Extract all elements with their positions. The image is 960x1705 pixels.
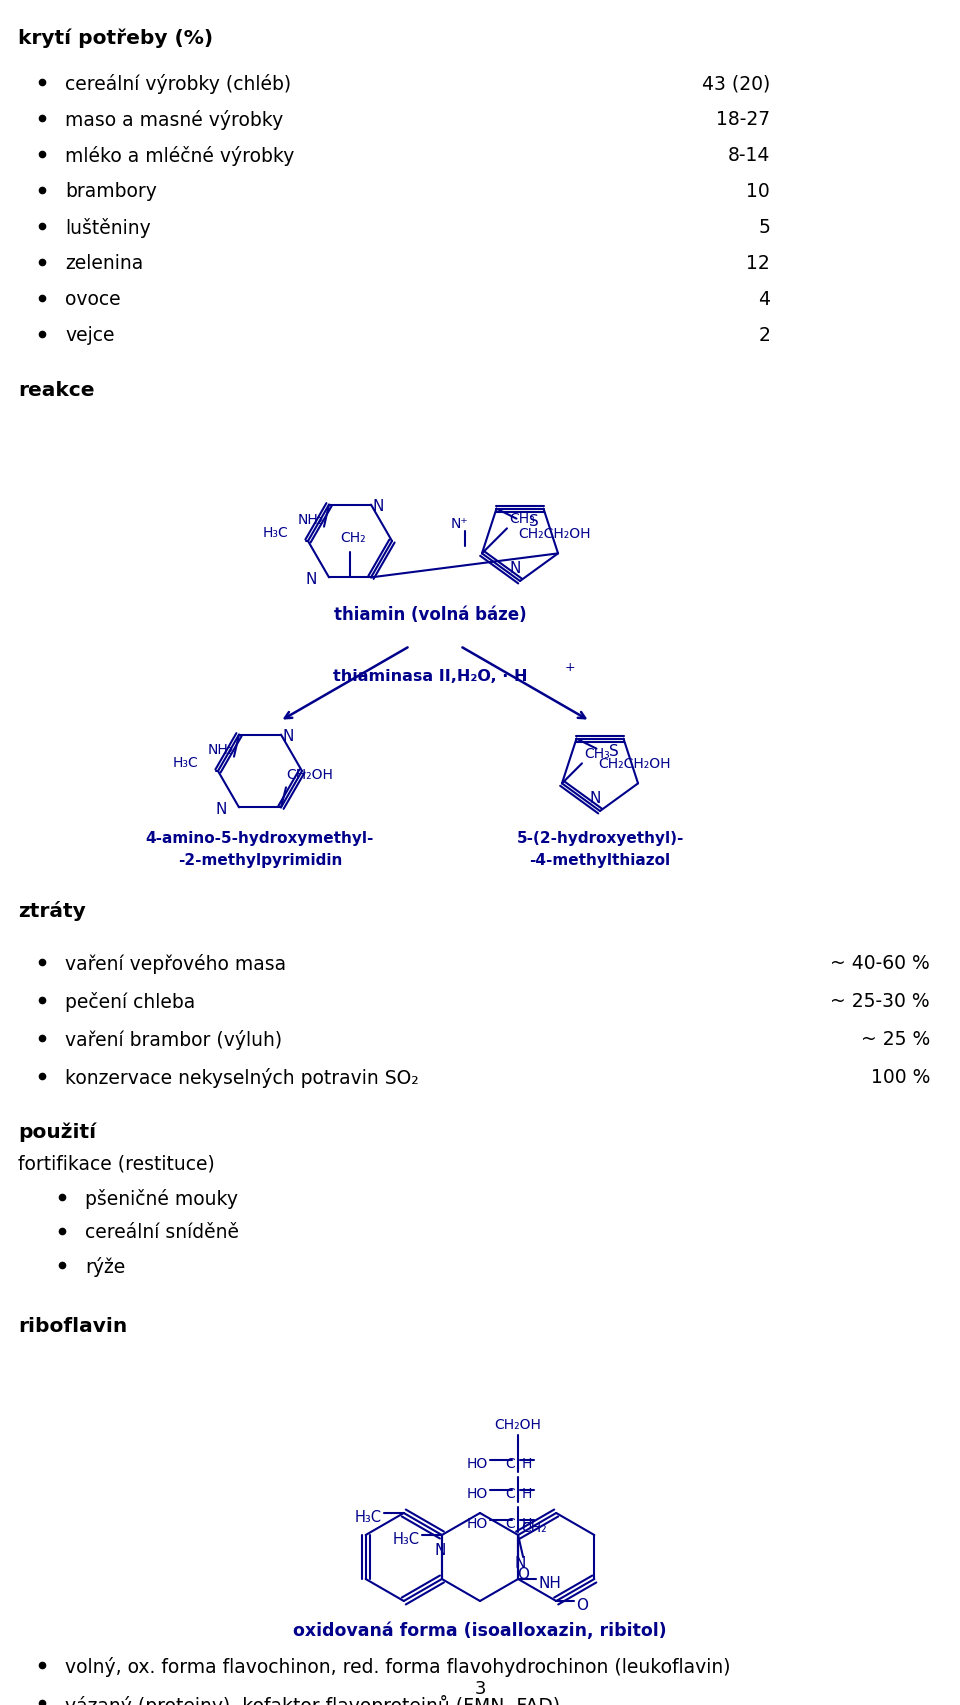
Text: 100 %: 100 % <box>871 1067 930 1088</box>
Text: S: S <box>609 743 618 759</box>
Text: ~ 25 %: ~ 25 % <box>861 1030 930 1049</box>
Text: N: N <box>510 561 520 576</box>
Text: mléko a mléčné výrobky: mléko a mléčné výrobky <box>65 147 295 165</box>
Text: brambory: brambory <box>65 182 156 201</box>
Text: vejce: vejce <box>65 326 114 344</box>
Text: vaření brambor (výluh): vaření brambor (výluh) <box>65 1030 282 1050</box>
Text: CH₂OH: CH₂OH <box>494 1419 541 1432</box>
Text: fortifikace (restituce): fortifikace (restituce) <box>18 1154 215 1175</box>
Text: CH₂: CH₂ <box>521 1521 547 1535</box>
Text: 2: 2 <box>758 326 770 344</box>
Text: 4-amino-5-hydroxymethyl-: 4-amino-5-hydroxymethyl- <box>146 830 374 846</box>
Text: ovoce: ovoce <box>65 290 121 309</box>
Text: N: N <box>283 730 295 743</box>
Text: CH₃: CH₃ <box>509 513 535 527</box>
Text: pšeničné mouky: pšeničné mouky <box>85 1188 238 1209</box>
Text: thiamin (volná báze): thiamin (volná báze) <box>334 605 526 624</box>
Text: -2-methylpyrimidin: -2-methylpyrimidin <box>178 852 342 868</box>
Text: 12: 12 <box>746 254 770 273</box>
Text: N: N <box>434 1543 445 1558</box>
Text: S: S <box>529 513 539 529</box>
Text: NH: NH <box>539 1575 561 1591</box>
Text: 43 (20): 43 (20) <box>702 73 770 94</box>
Text: pečení chleba: pečení chleba <box>65 992 195 1013</box>
Text: reakce: reakce <box>18 380 94 401</box>
Text: H₃C: H₃C <box>173 755 199 771</box>
Text: thiaminasa II,H₂O, · H: thiaminasa II,H₂O, · H <box>333 668 527 684</box>
Text: N: N <box>216 801 227 817</box>
Text: maso a masné výrobky: maso a masné výrobky <box>65 111 283 130</box>
Text: H₃C: H₃C <box>263 527 289 540</box>
Text: HO: HO <box>467 1516 488 1531</box>
Text: luštěniny: luštěniny <box>65 218 151 239</box>
Text: N: N <box>589 791 601 806</box>
Text: 4: 4 <box>758 290 770 309</box>
Text: rýže: rýže <box>85 1257 125 1277</box>
Text: oxidovaná forma (isoalloxazin, ribitol): oxidovaná forma (isoalloxazin, ribitol) <box>293 1621 667 1640</box>
Text: 5: 5 <box>758 218 770 237</box>
Text: N: N <box>305 571 317 587</box>
Text: CH₂OH: CH₂OH <box>286 769 333 783</box>
Text: 5-(2-hydroxyethyl)-: 5-(2-hydroxyethyl)- <box>516 830 684 846</box>
Text: NH₂: NH₂ <box>207 743 234 757</box>
Text: konzervace nekyselných potravin SO₂: konzervace nekyselných potravin SO₂ <box>65 1067 419 1088</box>
Text: 8-14: 8-14 <box>728 147 770 165</box>
Text: 18-27: 18-27 <box>716 111 770 130</box>
Text: ~ 25-30 %: ~ 25-30 % <box>830 992 930 1011</box>
Text: HO: HO <box>467 1487 488 1500</box>
Text: O: O <box>517 1567 529 1582</box>
Text: NH₂: NH₂ <box>298 513 324 527</box>
Text: C: C <box>505 1516 516 1531</box>
Text: CH₂: CH₂ <box>340 532 366 546</box>
Text: riboflavin: riboflavin <box>18 1316 128 1337</box>
Text: H₃C: H₃C <box>393 1531 420 1546</box>
Text: ztráty: ztráty <box>18 900 85 921</box>
Text: 3: 3 <box>474 1679 486 1698</box>
Text: O: O <box>576 1598 588 1613</box>
Text: C: C <box>505 1487 516 1500</box>
Text: N: N <box>515 1557 526 1570</box>
Text: 10: 10 <box>746 182 770 201</box>
Text: CH₂CH₂OH: CH₂CH₂OH <box>518 527 591 540</box>
Text: krytí potřeby (%): krytí potřeby (%) <box>18 27 213 48</box>
Text: HO: HO <box>467 1456 488 1470</box>
Text: CH₂CH₂OH: CH₂CH₂OH <box>598 757 671 771</box>
Text: vaření vepřového masa: vaření vepřového masa <box>65 955 286 974</box>
Text: CH₃: CH₃ <box>584 747 610 762</box>
Text: vázaný (proteiny), kofaktor flavoproteinů (FMN, FAD): vázaný (proteiny), kofaktor flavoprotein… <box>65 1695 560 1705</box>
Text: použití: použití <box>18 1124 96 1142</box>
Text: zelenina: zelenina <box>65 254 143 273</box>
Text: +: + <box>564 662 575 673</box>
Text: H: H <box>522 1456 533 1470</box>
Text: N⁺: N⁺ <box>450 517 468 532</box>
Text: volný, ox. forma flavochinon, red. forma flavohydrochinon (leukoflavin): volný, ox. forma flavochinon, red. forma… <box>65 1657 731 1678</box>
Text: cereální výrobky (chléb): cereální výrobky (chléb) <box>65 73 291 94</box>
Text: C: C <box>505 1456 516 1470</box>
Text: -4-methylthiazol: -4-methylthiazol <box>529 852 671 868</box>
Text: H: H <box>522 1487 533 1500</box>
Text: H₃C: H₃C <box>355 1509 382 1524</box>
Text: N: N <box>373 500 384 515</box>
Text: ~ 40-60 %: ~ 40-60 % <box>830 955 930 974</box>
Text: H: H <box>522 1516 533 1531</box>
Text: cereální sníděně: cereální sníděně <box>85 1222 239 1241</box>
